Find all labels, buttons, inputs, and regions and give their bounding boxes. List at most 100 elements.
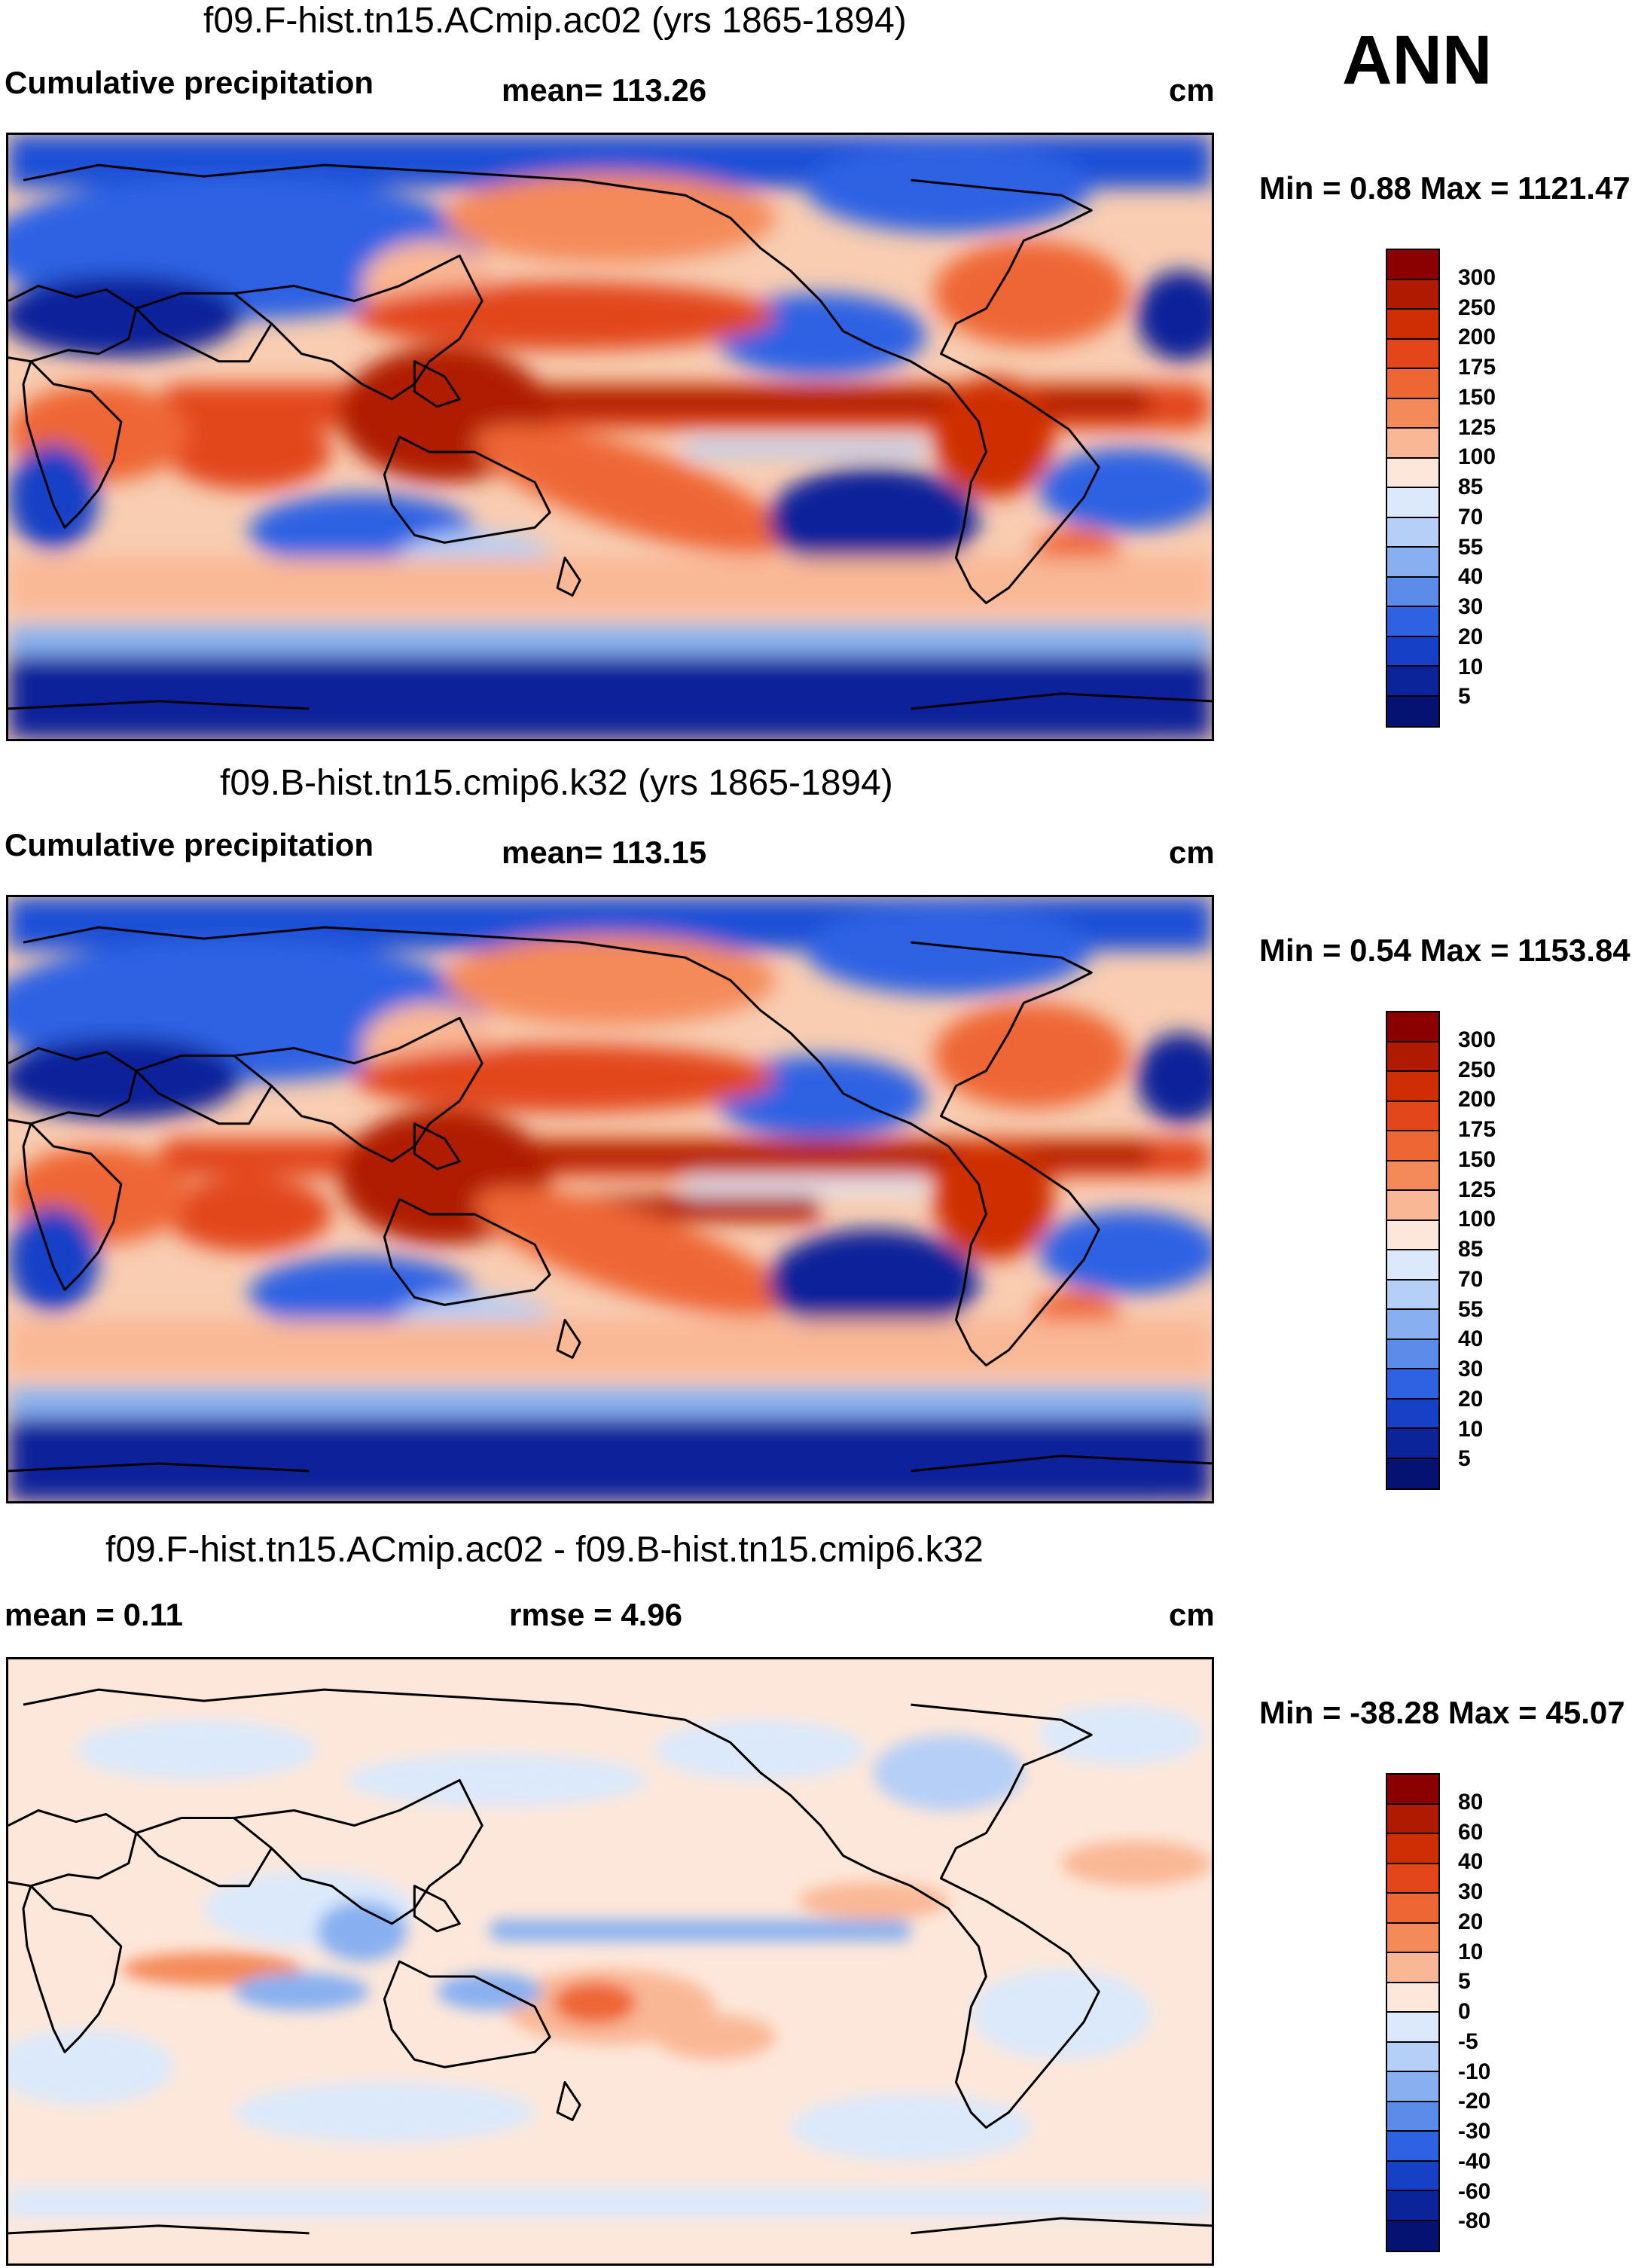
- colorbar-swatch: [1387, 1429, 1438, 1459]
- panel-2-units: cm: [1169, 835, 1215, 870]
- colorbar-tick-label: 10: [1458, 1939, 1484, 1964]
- colorbar-swatch: [1387, 696, 1438, 726]
- colorbar-swatch: [1387, 636, 1438, 667]
- colorbar-swatch: [1387, 1310, 1438, 1340]
- colorbar-swatch: [1387, 2102, 1438, 2132]
- colorbar-tick-label: 200: [1458, 325, 1496, 350]
- colorbar-swatch: [1387, 1042, 1438, 1072]
- colorbar-tick-label: 30: [1458, 1357, 1484, 1381]
- colorbar-tick-label: 150: [1458, 1146, 1496, 1172]
- colorbar-tick-label: 100: [1458, 1207, 1496, 1232]
- colorbar-tick-label: 300: [1458, 1027, 1496, 1052]
- panel-1-minmax: Min = 0.88 Max = 1121.47: [1259, 170, 1630, 206]
- colorbar-swatch: [1387, 1072, 1438, 1102]
- panel-1-left-label: Cumulative precipitation: [5, 65, 374, 100]
- colorbar-tick-label: 30: [1458, 1879, 1484, 1904]
- panel-3-colorbar: [1386, 1773, 1440, 2252]
- colorbar-tick-label: 85: [1458, 475, 1484, 499]
- colorbar-swatch: [1387, 1923, 1438, 1953]
- colorbar-tick-label: 60: [1458, 1819, 1484, 1845]
- colorbar-tick-label: 200: [1458, 1087, 1496, 1113]
- colorbar-tick-label: 5: [1458, 684, 1471, 710]
- panel-1-mean-label: mean= 113.26: [502, 72, 707, 108]
- colorbar-tick-label: 250: [1458, 295, 1496, 320]
- panel-2-colorbar: [1386, 1011, 1440, 1490]
- colorbar-tick-label: 30: [1458, 594, 1484, 619]
- colorbar-swatch: [1387, 1101, 1438, 1131]
- colorbar-tick-label: 40: [1458, 1326, 1484, 1352]
- colorbar-tick-label: 20: [1458, 1909, 1484, 1934]
- colorbar-swatch: [1387, 1161, 1438, 1191]
- panel-1-units: cm: [1169, 72, 1215, 108]
- colorbar-swatch: [1387, 458, 1438, 488]
- season-label: ANN: [1342, 22, 1493, 99]
- colorbar-swatch: [1387, 1280, 1438, 1310]
- colorbar-swatch: [1387, 1339, 1438, 1369]
- colorbar-swatch: [1387, 1953, 1438, 1983]
- colorbar-tick-label: 5: [1458, 1446, 1471, 1472]
- panel-3-mean-label: mean = 0.11: [5, 1597, 184, 1632]
- colorbar-swatch: [1387, 2132, 1438, 2162]
- colorbar-tick-label: 70: [1458, 1266, 1484, 1292]
- colorbar-swatch: [1387, 2191, 1438, 2221]
- panel-2-map: [6, 895, 1214, 1503]
- colorbar-swatch: [1387, 1250, 1438, 1281]
- colorbar-swatch: [1387, 488, 1438, 518]
- colorbar-tick-label: 250: [1458, 1057, 1496, 1082]
- colorbar-tick-label: 80: [1458, 1789, 1484, 1815]
- colorbar-tick-label: -10: [1458, 2059, 1491, 2084]
- colorbar-tick-label: 10: [1458, 654, 1484, 679]
- colorbar-swatch: [1387, 2221, 1438, 2251]
- colorbar-tick-label: 55: [1458, 1296, 1484, 1322]
- panel-2-title: f09.B-hist.tn15.cmip6.k32 (yrs 1865-1894…: [220, 763, 893, 803]
- colorbar-tick-label: 5: [1458, 1969, 1471, 1995]
- colorbar-tick-label: 0: [1458, 1999, 1471, 2024]
- colorbar-swatch: [1387, 339, 1438, 369]
- colorbar-swatch: [1387, 398, 1438, 429]
- colorbar-tick-label: 125: [1458, 414, 1496, 440]
- colorbar-swatch: [1387, 369, 1438, 399]
- colorbar-swatch: [1387, 1131, 1438, 1161]
- colorbar-swatch: [1387, 1458, 1438, 1488]
- colorbar-tick-label: -80: [1458, 2208, 1491, 2234]
- colorbar-swatch: [1387, 1775, 1438, 1805]
- colorbar-swatch: [1387, 1399, 1438, 1429]
- colorbar-tick-label: 40: [1458, 564, 1484, 590]
- panel-1-map: [6, 133, 1214, 741]
- panel-3-minmax: Min = -38.28 Max = 45.07: [1259, 1695, 1625, 1730]
- colorbar-swatch: [1387, 1220, 1438, 1250]
- panel-3-map: [6, 1657, 1214, 2266]
- colorbar-tick-label: 175: [1458, 1117, 1496, 1142]
- colorbar-swatch: [1387, 1894, 1438, 1924]
- colorbar-swatch: [1387, 310, 1438, 340]
- colorbar-tick-label: 125: [1458, 1177, 1496, 1202]
- colorbar-swatch: [1387, 2072, 1438, 2102]
- colorbar-swatch: [1387, 2042, 1438, 2072]
- colorbar-tick-label: 175: [1458, 355, 1496, 380]
- panel-2-minmax: Min = 0.54 Max = 1153.84: [1259, 933, 1630, 968]
- colorbar-swatch: [1387, 250, 1438, 280]
- panel-2-mean-label: mean= 113.15: [502, 835, 707, 870]
- colorbar-tick-label: 20: [1458, 624, 1484, 649]
- panel-3-rmse-label: rmse = 4.96: [509, 1597, 683, 1632]
- colorbar-swatch: [1387, 1804, 1438, 1834]
- colorbar-swatch: [1387, 1864, 1438, 1894]
- panel-1-colorbar: [1386, 249, 1440, 728]
- colorbar-swatch: [1387, 667, 1438, 697]
- colorbar-tick-label: 300: [1458, 264, 1496, 290]
- panel-2-left-label: Cumulative precipitation: [5, 827, 374, 862]
- colorbar-swatch: [1387, 279, 1438, 310]
- colorbar-swatch: [1387, 548, 1438, 578]
- colorbar-tick-label: -20: [1458, 2089, 1491, 2114]
- colorbar-swatch: [1387, 517, 1438, 548]
- colorbar-swatch: [1387, 1834, 1438, 1864]
- colorbar-swatch: [1387, 2013, 1438, 2043]
- colorbar-tick-label: -30: [1458, 2119, 1491, 2144]
- colorbar-tick-label: 100: [1458, 444, 1496, 470]
- colorbar-tick-label: -60: [1458, 2178, 1491, 2204]
- colorbar-swatch: [1387, 429, 1438, 459]
- colorbar-swatch: [1387, 1983, 1438, 2013]
- panel-1-title: f09.F-hist.tn15.ACmip.ac02 (yrs 1865-189…: [203, 1, 907, 41]
- panel-3-title: f09.F-hist.tn15.ACmip.ac02 - f09.B-hist.…: [105, 1530, 984, 1570]
- colorbar-swatch: [1387, 2161, 1438, 2191]
